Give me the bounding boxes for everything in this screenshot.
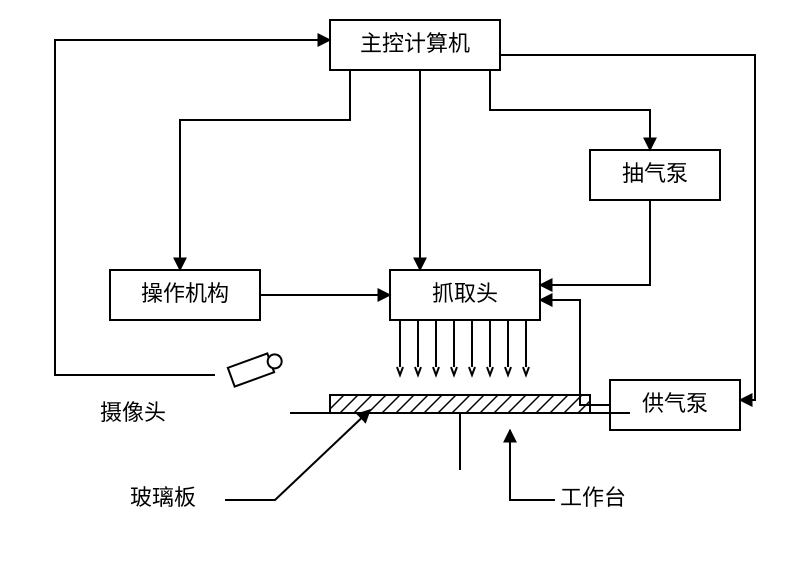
- edge-main_computer-to-vacuum_pump: [490, 70, 650, 150]
- node-main_computer: 主控计算机: [330, 20, 500, 70]
- needles: [397, 320, 529, 375]
- node-label-main_computer: 主控计算机: [360, 31, 470, 56]
- node-vacuum_pump: 抽气泵: [590, 150, 720, 200]
- edge-camera-to-main_computer: [55, 40, 330, 375]
- edge-glass_label-to-glass_plate: [225, 410, 370, 500]
- edge-workbench_label-to-table: [510, 430, 555, 500]
- label-glass: 玻璃板: [130, 485, 196, 510]
- node-label-operating_mech: 操作机构: [141, 281, 229, 306]
- workbench: [290, 413, 630, 470]
- node-air_pump: 供气泵: [610, 380, 740, 430]
- label-camera: 摄像头: [100, 400, 166, 425]
- node-label-vacuum_pump: 抽气泵: [622, 161, 688, 186]
- node-label-grab_head: 抓取头: [432, 281, 498, 306]
- node-operating_mech: 操作机构: [110, 270, 260, 320]
- edge-main_computer-to-operating_mech: [180, 70, 350, 270]
- camera-icon: [228, 350, 285, 387]
- label-workbench: 工作台: [560, 485, 626, 510]
- edge-vacuum_pump-to-grab_head: [540, 200, 650, 285]
- node-label-air_pump: 供气泵: [642, 391, 708, 416]
- edge-air_pump-to-grab_head: [540, 300, 610, 405]
- node-grab_head: 抓取头: [390, 270, 540, 320]
- edge-main_computer-to-air_pump: [500, 55, 755, 400]
